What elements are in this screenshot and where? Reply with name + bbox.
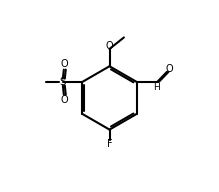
Text: O: O <box>165 64 173 74</box>
Text: O: O <box>61 59 69 69</box>
Text: O: O <box>61 95 69 105</box>
Text: H: H <box>153 83 160 92</box>
Text: F: F <box>107 139 112 149</box>
Text: S: S <box>59 77 66 87</box>
Text: O: O <box>106 41 113 50</box>
